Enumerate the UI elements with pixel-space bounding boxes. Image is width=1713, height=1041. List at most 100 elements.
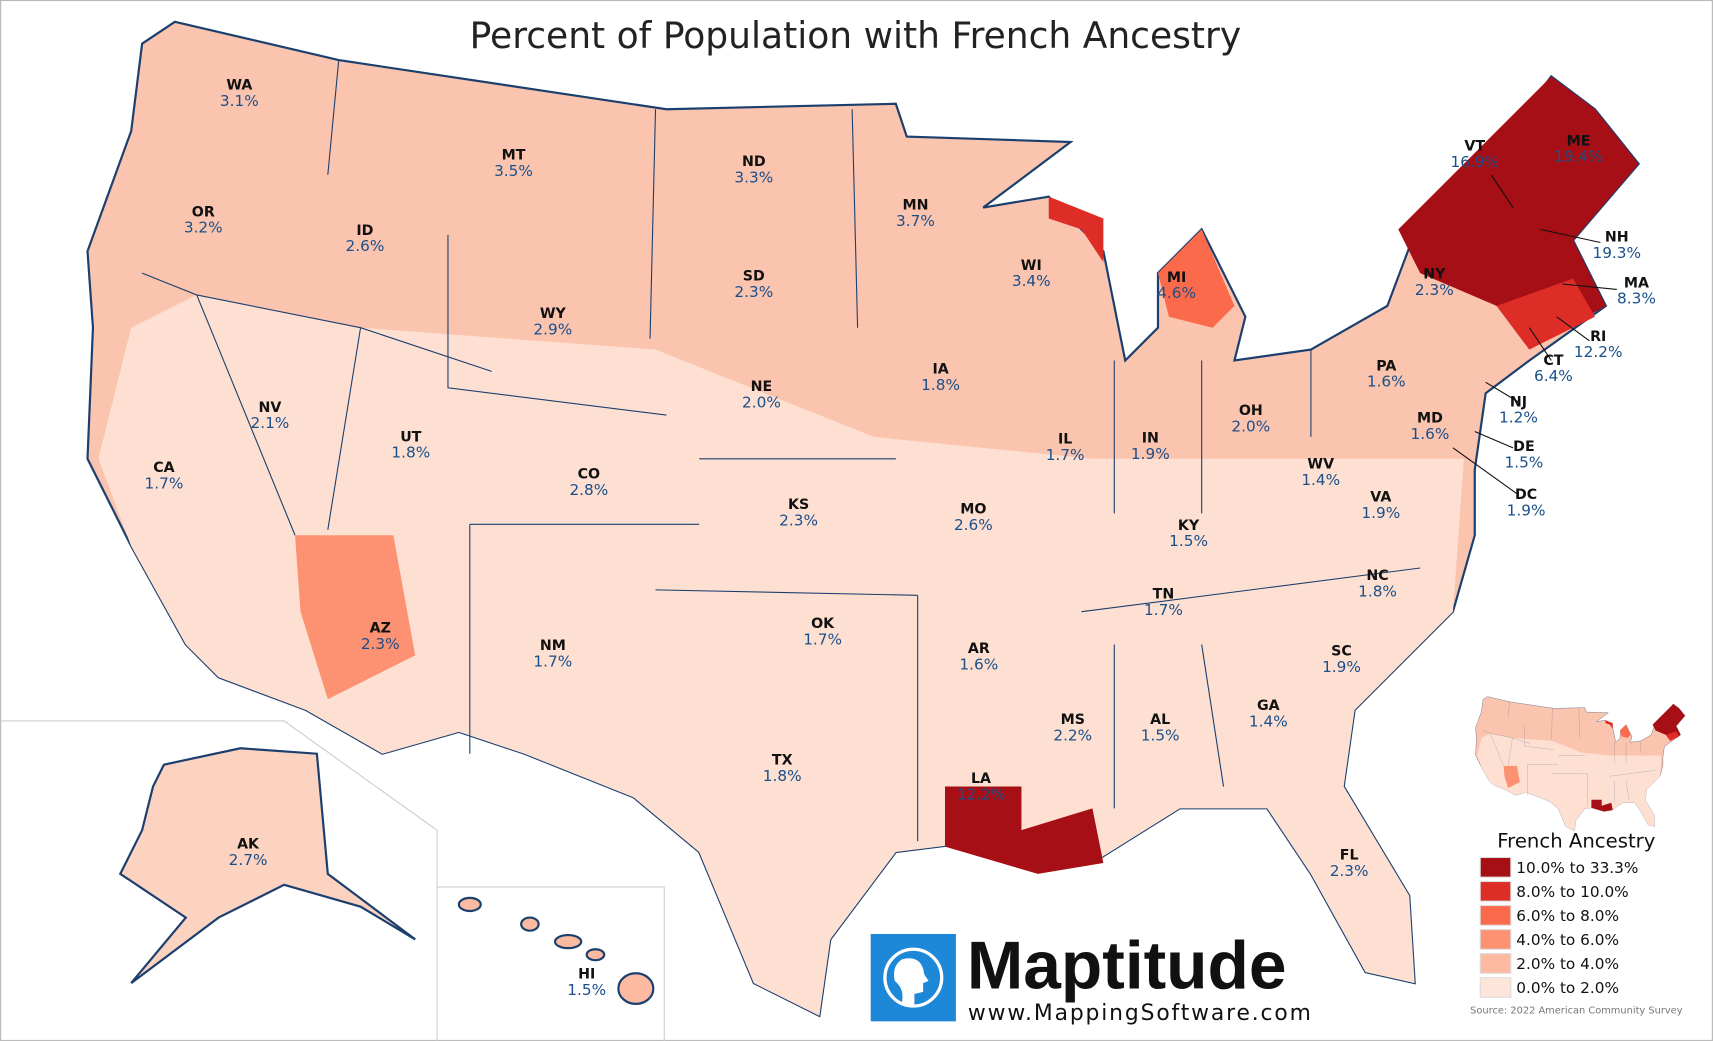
state-label-ct: CT6.4% <box>1534 353 1573 385</box>
state-label-wv: WV1.4% <box>1301 457 1340 489</box>
state-abbr: NE <box>751 379 773 395</box>
state-percent: 16.9% <box>1450 153 1499 171</box>
legend-swatch <box>1479 953 1512 974</box>
state-abbr: KY <box>1178 518 1200 534</box>
state-percent: 1.6% <box>1367 373 1406 391</box>
state-abbr: GA <box>1257 698 1280 714</box>
state-abbr: MD <box>1417 411 1443 427</box>
state-percent: 2.1% <box>250 414 289 432</box>
state-abbr: WI <box>1021 258 1042 274</box>
state-abbr: WA <box>226 78 252 94</box>
state-percent: 2.2% <box>1053 727 1092 745</box>
legend-label: 4.0% to 6.0% <box>1516 931 1619 949</box>
state-percent: 4.6% <box>1157 284 1196 302</box>
legend: French Ancestry 10.0% to 33.3% 8.0% to 10… <box>1470 830 1683 1017</box>
state-percent: 1.7% <box>145 474 184 492</box>
state-percent: 2.3% <box>734 283 773 301</box>
state-percent: 1.5% <box>1141 727 1180 745</box>
state-label-id: ID2.6% <box>346 223 385 255</box>
state-abbr: WV <box>1307 457 1334 473</box>
state-percent: 1.7% <box>1046 446 1085 464</box>
state-abbr: ID <box>356 223 373 239</box>
state-label-nv: NV2.1% <box>250 400 289 432</box>
legend-label: 8.0% to 10.0% <box>1516 883 1628 901</box>
state-percent: 1.6% <box>1411 425 1450 443</box>
state-abbr: WY <box>540 306 567 322</box>
state-label-dc: DC1.9% <box>1507 487 1546 519</box>
state-label-ny: NY2.3% <box>1415 267 1454 299</box>
state-label-de: DE1.5% <box>1505 439 1544 471</box>
state-label-ak: AK2.7% <box>229 837 268 869</box>
state-abbr: KS <box>788 497 809 513</box>
state-abbr: NY <box>1423 267 1446 283</box>
legend-label: 2.0% to 4.0% <box>1516 955 1619 973</box>
state-abbr: CT <box>1543 353 1563 369</box>
hawaii-inset-border <box>437 886 665 1041</box>
state-label-mo: MO2.6% <box>954 501 993 533</box>
state-label-ma: MA8.3% <box>1617 275 1656 307</box>
legend-swatch <box>1479 905 1512 926</box>
state-label-nd: ND3.3% <box>734 154 773 186</box>
state-percent: 2.0% <box>1231 417 1270 435</box>
state-percent: 2.6% <box>346 237 385 255</box>
state-abbr: NC <box>1366 568 1388 584</box>
state-abbr: PA <box>1376 358 1396 374</box>
state-percent: 1.2% <box>1499 409 1538 427</box>
state-label-pa: PA1.6% <box>1367 358 1406 390</box>
legend-label: 6.0% to 8.0% <box>1516 907 1619 925</box>
state-abbr: DC <box>1515 487 1537 503</box>
map-title: Percent of Population with French Ancest… <box>470 16 1242 57</box>
contiguous-us <box>86 20 1641 1018</box>
state-percent: 2.3% <box>779 511 818 529</box>
legend-swatch <box>1479 977 1512 998</box>
state-label-in: IN1.9% <box>1131 430 1170 462</box>
brand-name: Maptitude <box>967 929 1287 1004</box>
state-abbr: VA <box>1370 489 1391 505</box>
state-label-hi: HI1.5% <box>567 967 606 999</box>
state-percent: 8.3% <box>1617 290 1656 308</box>
state-label-ut: UT1.8% <box>391 429 430 461</box>
state-percent: 3.7% <box>896 212 935 230</box>
state-percent: 1.9% <box>1507 502 1546 520</box>
state-label-oh: OH2.0% <box>1231 403 1270 435</box>
state-percent: 2.9% <box>533 320 572 338</box>
state-abbr: MT <box>502 147 526 163</box>
state-label-il: IL1.7% <box>1046 431 1085 463</box>
state-percent: 3.5% <box>494 162 533 180</box>
state-label-md: MD1.6% <box>1411 411 1450 443</box>
state-abbr: AL <box>1150 712 1170 728</box>
state-percent: 2.3% <box>361 635 400 653</box>
state-percent: 1.9% <box>1322 658 1361 676</box>
state-labels: WA3.1%MT3.5% ND3.3%MN3.7%OR3.2% ID2.6%SD2.… <box>145 78 1656 1000</box>
state-label-tx: TX1.8% <box>763 753 802 785</box>
state-abbr: SC <box>1331 643 1352 659</box>
legend-swatch <box>1479 929 1512 950</box>
state-abbr: AK <box>237 837 260 853</box>
state-abbr: OR <box>192 204 215 220</box>
legend-label: 10.0% to 33.3% <box>1516 859 1638 877</box>
state-percent: 1.4% <box>1249 712 1288 730</box>
state-percent: 6.4% <box>1534 367 1573 385</box>
state-percent: 1.7% <box>1144 601 1183 619</box>
state-label-or: OR3.2% <box>184 204 223 236</box>
maptitude-branding[interactable]: Maptitude www.MappingSoftware.com <box>870 929 1311 1027</box>
state-percent: 2.8% <box>569 481 608 499</box>
state-abbr: MS <box>1061 712 1085 728</box>
state-label-ne: NE2.0% <box>742 379 781 411</box>
state-abbr: NV <box>258 400 281 416</box>
state-percent: 1.9% <box>1361 504 1400 522</box>
state-percent: 2.3% <box>1330 862 1369 880</box>
state-percent: 3.4% <box>1012 272 1051 290</box>
state-label-sc: SC1.9% <box>1322 643 1361 675</box>
state-percent: 12.2% <box>1574 343 1623 361</box>
state-percent: 2.6% <box>954 516 993 534</box>
state-percent: 2.3% <box>1415 281 1454 299</box>
state-label-ks: KS2.3% <box>779 497 818 529</box>
state-percent: 12.2% <box>957 786 1006 804</box>
state-abbr: VT <box>1464 139 1485 155</box>
state-abbr: NJ <box>1510 394 1527 410</box>
state-label-nj: NJ1.2% <box>1499 394 1538 426</box>
source-note: Source: 2022 American Community Survey <box>1470 1006 1683 1017</box>
